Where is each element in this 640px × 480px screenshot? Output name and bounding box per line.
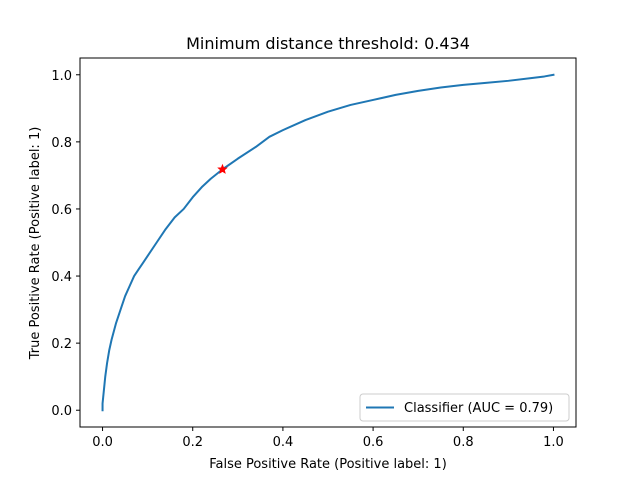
axis-ticks: 0.0 0.2 0.4 0.6 0.8 1.0 0.0 0.2 0.4 0.6 0.8 1.0 <box>51 69 563 450</box>
legend-label: Classifier (AUC = 0.79) <box>404 401 553 416</box>
y-tick-label: 0.0 <box>51 404 72 419</box>
series-line-0 <box>101 73 555 412</box>
x-tick-label: 0.4 <box>273 435 294 450</box>
x-tick-label: 0.8 <box>453 435 474 450</box>
legend-box <box>359 393 570 422</box>
axes-frame <box>79 57 577 428</box>
chart-title: Minimum distance threshold: 0.434 <box>186 34 470 53</box>
y-tick-label: 1.0 <box>51 69 72 84</box>
x-axis-label: False Positive Rate (Positive label: 1) <box>209 457 447 472</box>
y-tick-label: 0.4 <box>51 270 72 285</box>
x-tick-label: 0.0 <box>92 435 113 450</box>
x-tick-label: 1.0 <box>543 435 564 450</box>
threshold-marker <box>217 163 228 174</box>
legend: Classifier (AUC = 0.79) <box>359 393 570 422</box>
y-tick-label: 0.8 <box>51 136 72 151</box>
y-axis-label: True Positive Rate (Positive label: 1) <box>28 127 43 361</box>
plot-area <box>79 57 577 428</box>
x-tick-label: 0.2 <box>182 435 203 450</box>
x-tick-label: 0.6 <box>363 435 384 450</box>
y-tick-label: 0.6 <box>51 203 72 218</box>
y-tick-label: 0.2 <box>51 337 72 352</box>
